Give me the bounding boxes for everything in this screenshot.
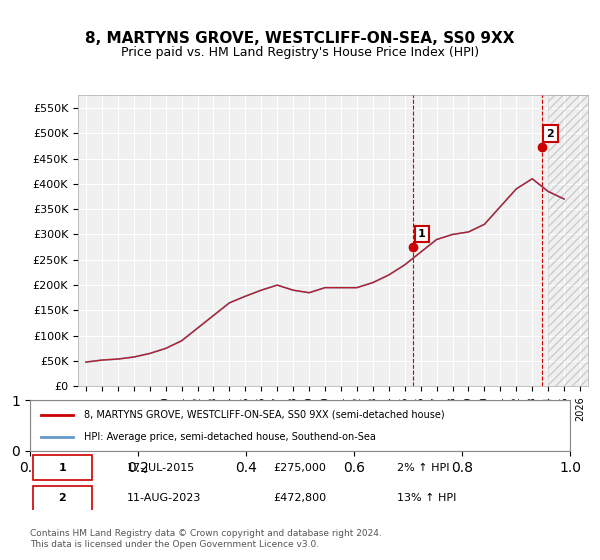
Text: Contains HM Land Registry data © Crown copyright and database right 2024.
This d: Contains HM Land Registry data © Crown c… [30,529,382,549]
Text: £472,800: £472,800 [273,493,326,503]
Text: £275,000: £275,000 [273,463,326,473]
Text: 13% ↑ HPI: 13% ↑ HPI [397,493,457,503]
Text: 2% ↑ HPI: 2% ↑ HPI [397,463,450,473]
Text: 1: 1 [59,463,66,473]
Text: 11-AUG-2023: 11-AUG-2023 [127,493,202,503]
Bar [548,95,588,386]
Text: Price paid vs. HM Land Registry's House Price Index (HPI): Price paid vs. HM Land Registry's House … [121,46,479,59]
Text: 1: 1 [418,229,426,239]
Text: 8, MARTYNS GROVE, WESTCLIFF-ON-SEA, SS0 9XX: 8, MARTYNS GROVE, WESTCLIFF-ON-SEA, SS0 … [85,31,515,46]
FancyBboxPatch shape [33,486,92,511]
Text: HPI: Average price, semi-detached house, Southend-on-Sea: HPI: Average price, semi-detached house,… [84,432,376,442]
Text: 8, MARTYNS GROVE, WESTCLIFF-ON-SEA, SS0 9XX (semi-detached house): 8, MARTYNS GROVE, WESTCLIFF-ON-SEA, SS0 … [84,409,445,419]
Text: 2: 2 [547,129,554,139]
Text: 17-JUL-2015: 17-JUL-2015 [127,463,196,473]
FancyBboxPatch shape [33,455,92,480]
FancyBboxPatch shape [30,400,570,451]
Bar [548,95,588,386]
Text: 2: 2 [59,493,66,503]
